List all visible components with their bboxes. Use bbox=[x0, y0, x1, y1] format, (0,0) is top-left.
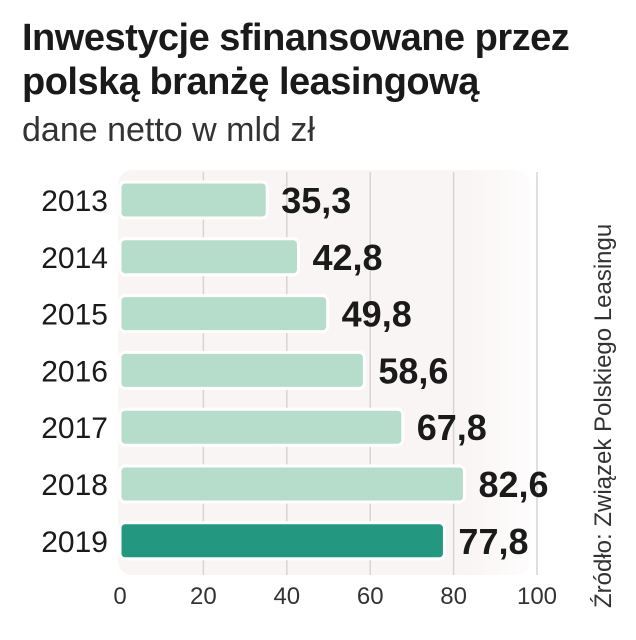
value-label: 82,6 bbox=[478, 464, 548, 505]
value-label: 49,8 bbox=[342, 294, 412, 335]
bar-2014 bbox=[118, 237, 300, 277]
category-label: 2015 bbox=[41, 299, 108, 332]
bar-2013 bbox=[118, 180, 269, 220]
bar-2018 bbox=[118, 464, 466, 504]
x-tick-label: 60 bbox=[357, 583, 384, 610]
bar-2017 bbox=[118, 407, 405, 447]
value-label: 67,8 bbox=[417, 407, 487, 448]
bar-2016 bbox=[118, 350, 366, 390]
bars bbox=[118, 180, 466, 561]
value-label: 77,8 bbox=[458, 521, 528, 562]
bar-2019 bbox=[118, 521, 446, 561]
category-label: 2017 bbox=[41, 412, 108, 445]
x-tick-label: 40 bbox=[273, 583, 300, 610]
value-label: 58,6 bbox=[378, 350, 448, 391]
value-label: 42,8 bbox=[312, 237, 382, 278]
chart-subtitle: dane netto w mld zł bbox=[22, 111, 315, 149]
category-label: 2013 bbox=[41, 185, 108, 218]
source-note: Źródło: Związek Polskiego Leasingu bbox=[590, 223, 617, 608]
category-label: 2018 bbox=[41, 469, 108, 502]
x-tick-label: 100 bbox=[517, 583, 557, 610]
labels: 0 20 40 60 80 100 2013 35,3 2014 42,8 2015 49,8 2016… bbox=[41, 180, 557, 610]
chart-title: Inwestycje sfinansowane przez polską bra… bbox=[22, 17, 570, 103]
x-tick-label: 0 bbox=[113, 583, 126, 610]
category-label: 2014 bbox=[41, 242, 108, 275]
x-tick-label: 20 bbox=[190, 583, 217, 610]
bar-2015 bbox=[118, 294, 330, 334]
category-label: 2019 bbox=[41, 526, 108, 559]
x-tick-label: 80 bbox=[440, 583, 467, 610]
category-label: 2016 bbox=[41, 355, 108, 388]
value-label: 35,3 bbox=[281, 180, 351, 221]
